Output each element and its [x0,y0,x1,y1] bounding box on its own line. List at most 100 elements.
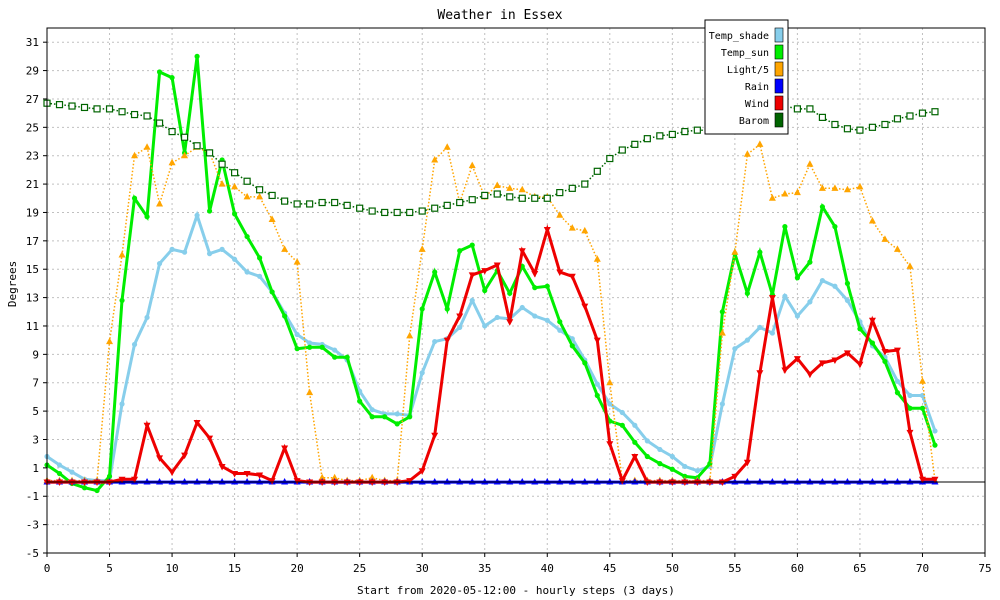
data-point [131,195,138,201]
data-point [556,188,564,197]
x-tick-label: 70 [916,562,929,575]
data-point [169,75,175,81]
data-point [619,409,625,416]
data-point [232,211,238,217]
data-point [932,442,938,448]
data-point [418,207,426,215]
y-tick-label: -5 [26,547,39,560]
data-point [456,478,464,485]
data-point [518,248,526,255]
data-point [406,331,414,339]
data-point [406,478,414,485]
data-point [257,273,263,279]
data-point [693,479,701,487]
data-point [181,151,189,159]
legend-label: Wind [745,99,769,110]
data-point [918,377,926,384]
y-tick-label: 25 [26,121,39,134]
data-point [656,479,664,487]
data-point [793,356,801,363]
data-point [194,53,200,59]
data-point [368,207,376,215]
data-point [168,127,176,136]
data-point [369,407,375,413]
data-point [518,185,526,193]
data-point [643,479,651,487]
data-point [180,133,189,141]
data-point [731,473,739,481]
data-point [306,388,314,396]
data-point [293,200,301,208]
data-point [743,150,751,157]
data-point [119,401,125,407]
data-point [493,262,501,269]
data-point [356,204,364,212]
data-point [832,283,838,289]
data-point [731,478,739,485]
data-point [531,270,539,278]
data-point [506,193,514,201]
y-tick-label: 11 [26,320,39,333]
data-point [181,249,188,255]
x-tick-label: 75 [978,562,991,575]
data-point [143,422,151,430]
data-point [881,478,889,485]
data-point [819,204,826,210]
data-point [119,297,125,304]
y-tick-label: -3 [26,519,39,532]
data-point [244,269,250,275]
data-point [443,478,451,485]
x-tick-label: 0 [44,562,51,575]
legend-label: Barom [739,116,769,127]
data-point [606,478,614,485]
data-point [130,110,139,119]
data-point [206,251,213,257]
data-point [894,378,901,384]
y-tick-label: 3 [32,433,39,446]
series-line [46,56,937,493]
data-point [768,194,776,201]
data-point [482,323,488,329]
data-point [419,306,425,312]
data-point [806,105,814,113]
data-point [893,347,901,355]
data-point [106,479,114,487]
data-point [919,405,926,411]
data-point [856,361,864,369]
data-point [443,201,451,209]
data-point [731,248,739,255]
data-point [482,287,488,294]
data-point [206,208,213,214]
data-point [532,313,538,319]
data-point [906,262,914,269]
data-point [168,469,176,477]
data-point [557,327,563,333]
data-point [205,149,214,157]
data-point [918,109,927,117]
legend-swatch [774,78,784,94]
data-point [856,182,864,190]
data-point [331,473,339,481]
data-point [368,473,376,481]
x-tick-label: 45 [603,562,616,575]
data-point [656,132,664,140]
data-point [807,299,813,305]
data-point [318,473,326,481]
data-point [457,248,463,254]
data-point [844,297,851,304]
data-point [681,127,689,136]
data-point [144,314,150,321]
legend-label: Temp_shade [709,31,769,42]
data-point [906,112,914,120]
data-point [256,186,264,194]
data-point [331,198,339,207]
axes: 0 5 10 15 20 25 30 35 40 45 50 55 60 65 70 75-5-3-11357… [26,27,992,575]
data-point [631,454,639,461]
legend-swatch [774,95,784,111]
data-point [844,280,851,287]
data-point [231,182,239,190]
data-point [882,358,888,365]
data-point [568,224,576,231]
data-point [144,214,150,220]
data-point [80,103,89,112]
